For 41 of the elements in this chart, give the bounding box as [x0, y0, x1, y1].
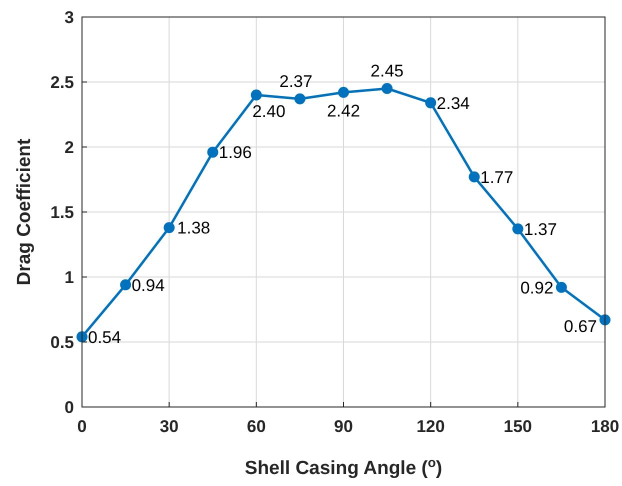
- y-axis-title: Drag Coefficient: [14, 138, 35, 286]
- point: [425, 97, 436, 108]
- x-axis-title: Shell Casing Angle ($^{o}$): [244, 454, 442, 479]
- point: [207, 146, 218, 158]
- data-label: 0.92: [520, 278, 554, 298]
- y-tick-label: 1: [64, 268, 74, 287]
- x-tick-label: 150: [504, 417, 532, 436]
- data-label: 2.42: [326, 101, 360, 120]
- y-tick-label: 1.5: [50, 203, 74, 222]
- data-label: 0.54: [88, 328, 122, 347]
- data-label: 2.34: [436, 94, 470, 113]
- point: [250, 90, 262, 100]
- y-tick-label: 2: [64, 138, 74, 157]
- point: [512, 223, 524, 234]
- x-tick-label: 180: [590, 417, 620, 436]
- data-label: 1.38: [177, 218, 210, 238]
- point: [76, 331, 88, 342]
- data-label: 1.77: [480, 168, 514, 187]
- data-label: 2.40: [252, 102, 286, 121]
- data-label: 1.37: [524, 220, 557, 239]
- point: [556, 282, 567, 293]
- point: [382, 83, 393, 94]
- point: [294, 93, 306, 104]
- point: [164, 222, 175, 234]
- data-label: 0.67: [564, 316, 597, 336]
- y-tick-label: 2.5: [50, 73, 74, 92]
- data-label: 0.94: [132, 276, 165, 295]
- y-tick-label: 0.5: [50, 333, 74, 352]
- data-label: 2.45: [370, 62, 404, 80]
- x-tick-label: 30: [160, 417, 179, 436]
- data-label: 1.96: [218, 143, 252, 162]
- y-tick-label: 0: [64, 398, 74, 417]
- x-tick-label: 0: [77, 417, 87, 436]
- x-tick-label: 90: [334, 417, 353, 436]
- point: [338, 86, 349, 98]
- x-tick-label: 120: [416, 417, 445, 436]
- point: [468, 171, 480, 182]
- point: [120, 279, 132, 290]
- data-label: 2.37: [279, 72, 312, 91]
- y-tick-label: 3: [64, 8, 74, 27]
- x-tick-label: 60: [246, 417, 266, 436]
